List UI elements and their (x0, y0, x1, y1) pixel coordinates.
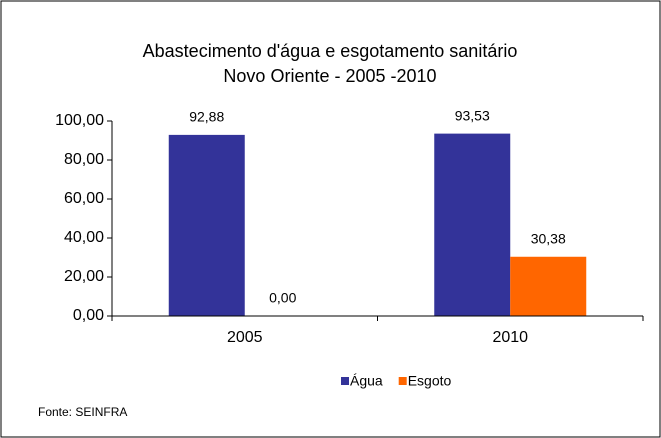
legend-swatch (398, 377, 407, 385)
legend-swatch (341, 377, 349, 385)
data-label: 93,53 (455, 107, 490, 123)
source-note: Fonte: SEINFRA (38, 405, 127, 419)
y-tick-label: 80,00 (64, 151, 104, 168)
chart-subtitle: Novo Oriente - 2005 -2010 (223, 66, 436, 86)
data-label: 92,88 (189, 109, 224, 125)
y-tick-label: 0,00 (73, 307, 104, 324)
data-label: 30,38 (531, 230, 566, 246)
x-tick-label: 2010 (492, 329, 528, 346)
bar (434, 133, 511, 316)
y-tick-label: 60,00 (64, 190, 104, 207)
data-label: 0,00 (269, 290, 296, 306)
y-tick-label: 100,00 (55, 112, 104, 129)
legend-label: Esgoto (408, 373, 452, 389)
y-tick-label: 40,00 (64, 229, 104, 246)
chart-title: Abastecimento d'água e esgotamento sanit… (143, 41, 518, 61)
bar (510, 256, 587, 316)
x-tick-label: 2005 (227, 329, 263, 346)
legend-label: Água (350, 373, 383, 389)
y-tick-label: 20,00 (64, 268, 104, 285)
bar (168, 134, 245, 316)
